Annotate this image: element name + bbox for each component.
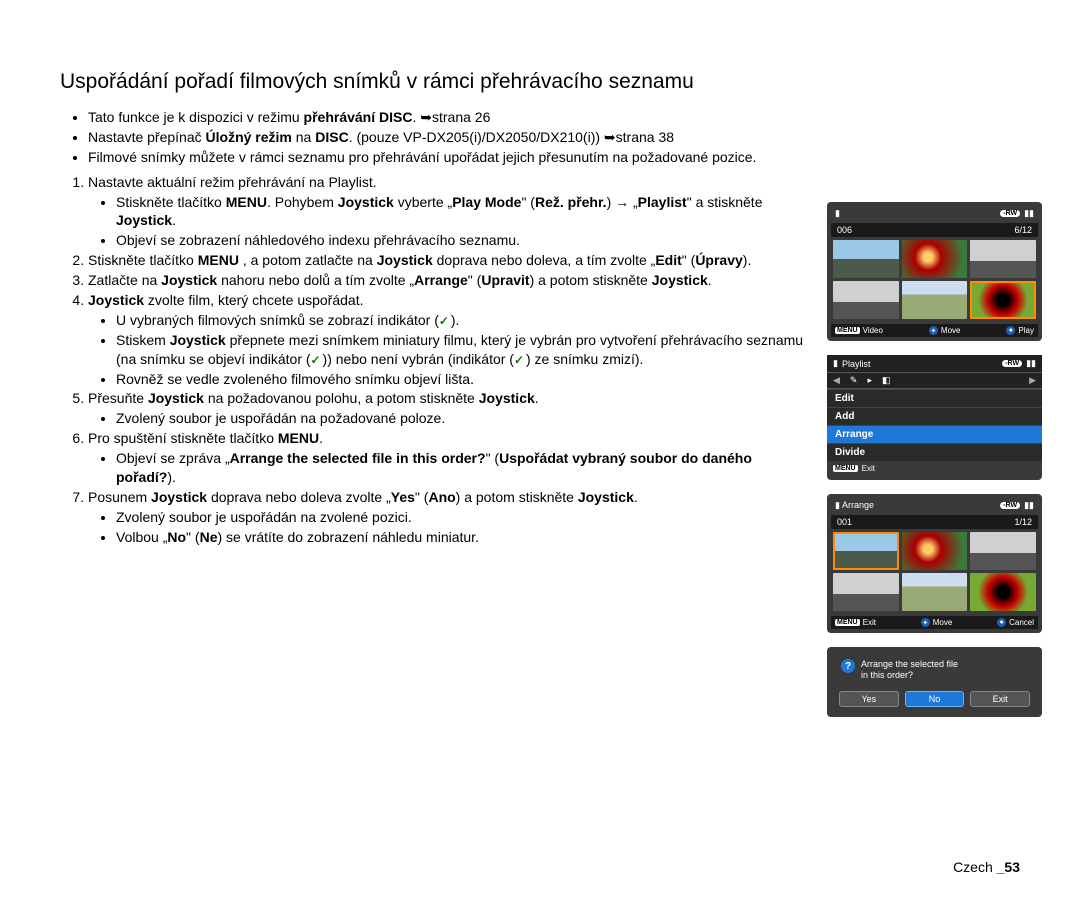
- screen-thumbnails: -RW▮▮ 006 6/12 MENUVideo ✦Move ●Play: [827, 202, 1042, 341]
- menu-badge: MENU: [833, 465, 858, 472]
- check-icon: [311, 354, 323, 366]
- question-icon: ?: [841, 659, 855, 673]
- thumbnail-selected: [970, 281, 1036, 319]
- move-icon: ✦: [921, 618, 930, 627]
- menu-title: Playlist: [842, 359, 871, 369]
- thumbnail: [970, 532, 1036, 570]
- menu-item-divide: Divide: [827, 443, 1042, 461]
- intro-item: Filmové snímky můžete v rámci seznamu pr…: [88, 148, 808, 167]
- thumbnail: [970, 573, 1036, 611]
- screenshots-column: -RW▮▮ 006 6/12 MENUVideo ✦Move ●Play: [827, 202, 1042, 731]
- thumbnail: [902, 573, 968, 611]
- intro-item: Tato funkce je k dispozici v režimu přeh…: [88, 108, 808, 127]
- menu-list: Edit Add Arrange Divide: [827, 389, 1042, 461]
- thumbnail-grid: [831, 237, 1038, 322]
- step-2: Stiskněte tlačítko MENU , a potom zatlač…: [88, 251, 808, 270]
- menu-item-arrange: Arrange: [827, 425, 1042, 443]
- step-7-sub: Zvolený soubor je uspořádán na zvolené p…: [116, 508, 808, 527]
- counter-left: 006: [837, 225, 852, 235]
- play-icon: ●: [1006, 326, 1015, 335]
- rw-badge: -RW: [1000, 210, 1020, 217]
- check-icon: [439, 315, 451, 327]
- menu-badge: MENU: [835, 619, 860, 626]
- thumbnail: [833, 240, 899, 278]
- rw-badge: -RW: [1000, 502, 1020, 509]
- step-1-sub: Objeví se zobrazení náhledového indexu p…: [116, 231, 808, 250]
- thumbnail: [902, 240, 968, 278]
- nav-right-icon: ▶: [1029, 375, 1036, 386]
- step-7: Posunem Joystick doprava nebo doleva zvo…: [88, 488, 808, 547]
- steps-list: Nastavte aktuální režim přehrávání na Pl…: [60, 173, 808, 547]
- menu-item-edit: Edit: [827, 389, 1042, 407]
- step-4-sub: Stiskem Joystick přepnete mezi snímkem m…: [116, 331, 808, 369]
- thumbnail: [833, 573, 899, 611]
- edit-icon: [850, 375, 858, 386]
- playlist-icon: [835, 500, 840, 510]
- step-4-sub: Rovněž se vedle zvoleného filmového sním…: [116, 370, 808, 389]
- check-icon: [514, 354, 526, 366]
- screen-playlist-menu: Playlist -RW ▮▮ ◀ ▶ Edit Add Arrange Divi…: [827, 355, 1042, 480]
- dialog-exit-button: Exit: [970, 691, 1030, 707]
- nav-left-icon: ◀: [833, 375, 840, 386]
- arrange-title: Arrange: [842, 500, 874, 510]
- screen-dialog: ? Arrange the selected file in this orde…: [827, 647, 1042, 717]
- cam-tab-icon: [882, 375, 891, 386]
- step-6: Pro spuštění stiskněte tlačítko MENU. Ob…: [88, 429, 808, 487]
- counter-left: 001: [837, 517, 852, 527]
- intro-item: Nastavte přepínač Úložný režim na DISC. …: [88, 128, 808, 147]
- counter-right: 6/12: [1014, 225, 1032, 235]
- dialog-message: Arrange the selected file in this order?: [861, 659, 958, 681]
- thumbnail: [970, 240, 1036, 278]
- exit-label: Exit: [862, 464, 875, 473]
- menu-item-add: Add: [827, 407, 1042, 425]
- step-5-sub: Zvolený soubor je uspořádán na požadovan…: [116, 409, 808, 428]
- dialog-yes-button: Yes: [839, 691, 899, 707]
- counter-right: 1/12: [1014, 517, 1032, 527]
- thumbnail: [902, 532, 968, 570]
- menu-badge: MENU: [835, 327, 860, 334]
- thumbnail-grid: [831, 529, 1038, 614]
- step-6-sub: Objeví se zpráva „Arrange the selected f…: [116, 449, 808, 487]
- step-7-sub: Volbou „No" (Ne) se vrátíte do zobrazení…: [116, 528, 808, 547]
- playlist-icon: [835, 208, 840, 219]
- rw-badge: -RW: [1002, 360, 1022, 367]
- thumbnail-selected: [833, 532, 899, 570]
- playlist-icon: [833, 358, 838, 369]
- step-4-sub: U vybraných filmových snímků se zobrazí …: [116, 311, 808, 330]
- battery-icon: ▮▮: [1024, 208, 1034, 219]
- move-icon: ✦: [929, 326, 938, 335]
- dialog-no-button: No: [905, 691, 965, 707]
- intro-list: Tato funkce je k dispozici v režimu přeh…: [60, 108, 808, 167]
- step-4: Joystick zvolte film, který chcete uspoř…: [88, 291, 808, 388]
- page-title: Uspořádání pořadí filmových snímků v rám…: [60, 70, 1020, 94]
- page-footer: Czech _53: [953, 859, 1020, 875]
- cancel-icon: ●: [997, 618, 1006, 627]
- step-1: Nastavte aktuální režim přehrávání na Pl…: [88, 173, 808, 251]
- thumbnail: [902, 281, 968, 319]
- play-tab-icon: [867, 375, 872, 386]
- step-5: Přesuňte Joystick na požadovanou polohu,…: [88, 389, 808, 428]
- step-3: Zatlačte na Joystick nahoru nebo dolů a …: [88, 271, 808, 290]
- thumbnail: [833, 281, 899, 319]
- step-1-sub: Stiskněte tlačítko MENU. Pohybem Joystic…: [116, 193, 808, 231]
- battery-icon: ▮▮: [1026, 358, 1036, 369]
- battery-icon: ▮▮: [1024, 500, 1034, 511]
- screen-arrange: Arrange -RW▮▮ 001 1/12 MENUExit ✦Move ●C…: [827, 494, 1042, 633]
